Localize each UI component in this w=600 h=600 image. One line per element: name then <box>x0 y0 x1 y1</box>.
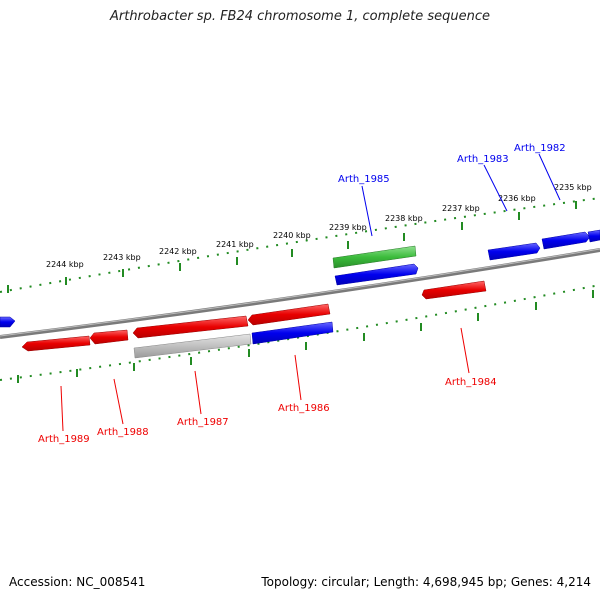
reverse-leader-lines <box>60 327 470 432</box>
map-title: Arthrobacter sp. FB24 chromosome 1, comp… <box>109 9 491 24</box>
forward-tick-track <box>0 197 600 293</box>
gene-arrow-forward-1982[interactable] <box>541 231 591 250</box>
gene-label-arth-1985[interactable]: Arth_1985 <box>338 174 390 185</box>
reverse-major-ticks <box>17 290 594 383</box>
gene-label-arth-1987[interactable]: Arth_1987 <box>177 417 229 428</box>
genome-info-text: Topology: circular; Length: 4,698,945 bp… <box>261 575 591 589</box>
gene-arrow-forward-1985-companion[interactable] <box>334 263 419 286</box>
tick-label-2237kbp: 2237 kbp <box>442 204 480 213</box>
chromosome-backbone <box>0 248 600 339</box>
tick-label-2239kbp: 2239 kbp <box>329 223 367 232</box>
tick-label-2241kbp: 2241 kbp <box>216 240 254 249</box>
tick-label-2235kbp: 2235 kbp <box>554 183 592 192</box>
gene-arrow-forward-left-partial[interactable] <box>0 316 16 328</box>
accession-text: Accession: NC_008541 <box>9 575 146 589</box>
tick-label-2238kbp: 2238 kbp <box>385 214 423 223</box>
gene-arrow-reverse-1989[interactable] <box>21 335 91 352</box>
gene-arrow-reverse-1986-upper[interactable] <box>247 303 331 326</box>
gene-arrow-forward-1983[interactable] <box>487 242 541 261</box>
gene-label-arth-1989[interactable]: Arth_1989 <box>38 434 90 445</box>
gene-arrow-reverse-1987-upper[interactable] <box>132 315 249 339</box>
tick-label-2244kbp: 2244 kbp <box>46 260 84 269</box>
forward-major-ticks <box>7 201 577 293</box>
tick-label-2242kbp: 2242 kbp <box>159 247 197 256</box>
gene-arrow-forward-1986[interactable] <box>251 321 334 345</box>
gene-arrow-forward-right-partial[interactable] <box>587 229 600 243</box>
gene-label-arth-1986[interactable]: Arth_1986 <box>278 403 330 414</box>
gene-label-arth-1982[interactable]: Arth_1982 <box>514 143 566 154</box>
gene-arrow-reverse-1984[interactable] <box>421 280 487 300</box>
tick-label-2243kbp: 2243 kbp <box>103 253 141 262</box>
tick-label-2240kbp: 2240 kbp <box>273 231 311 240</box>
tick-label-2236kbp: 2236 kbp <box>498 194 536 203</box>
gene-arrow-rna-1985[interactable] <box>332 245 417 269</box>
forward-leader-lines <box>361 153 561 237</box>
gene-label-arth-1988[interactable]: Arth_1988 <box>97 427 149 438</box>
gene-label-arth-1983[interactable]: Arth_1983 <box>457 154 509 165</box>
gene-arrow-reverse-1988[interactable] <box>89 329 129 345</box>
gene-label-arth-1984[interactable]: Arth_1984 <box>445 377 497 388</box>
gene-arrow-other-1987[interactable] <box>133 333 252 359</box>
